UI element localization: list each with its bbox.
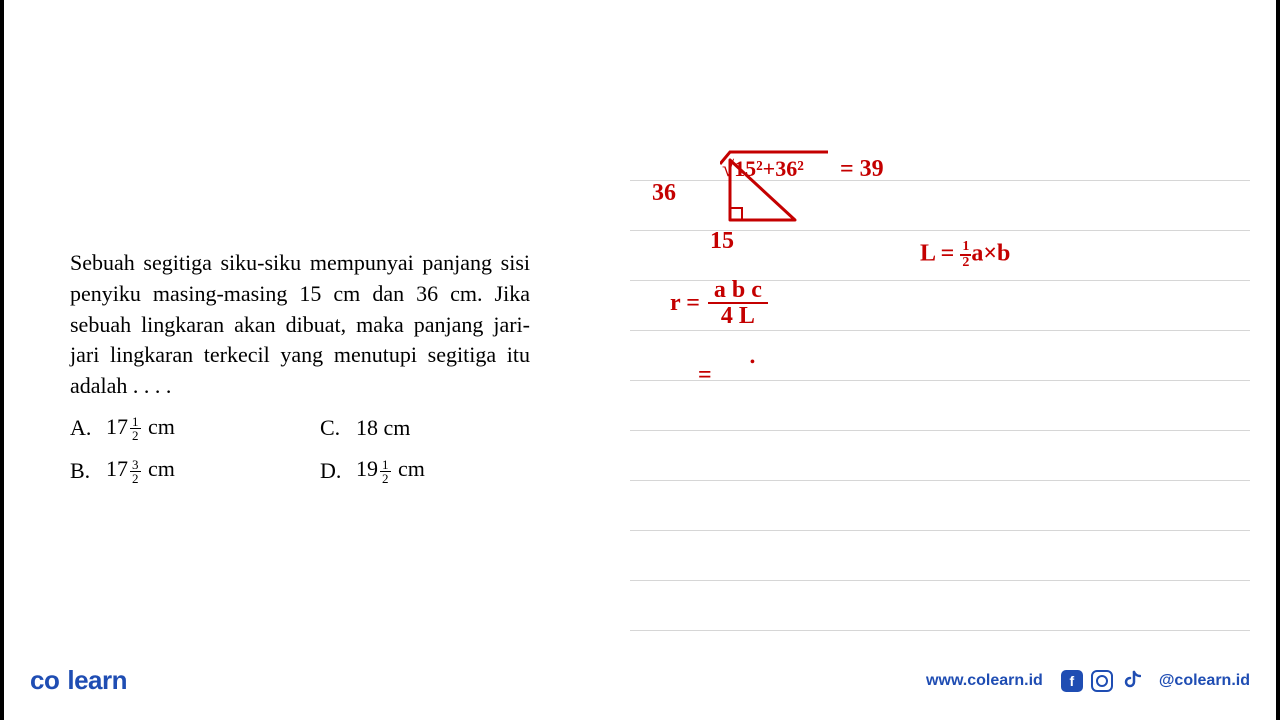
option-d-label: D.	[320, 458, 342, 484]
page-border-left	[0, 0, 4, 720]
ruled-line	[630, 380, 1250, 381]
handwriting-panel: 36 15 √15²+36² = 39 L = 12a×b r = a b c …	[630, 150, 1250, 630]
tiktok-icon	[1121, 670, 1141, 692]
question-panel: Sebuah segitiga siku-siku mempunyai panj…	[70, 248, 530, 485]
footer: colearn www.colearn.id f @colearn.id	[30, 665, 1250, 696]
formula-area: L = 12a×b	[920, 240, 1010, 270]
ruled-line	[630, 580, 1250, 581]
option-c: C. 18 cm	[320, 414, 530, 442]
formula-circumradius: r = a b c 4 L	[670, 278, 768, 328]
ruled-line	[630, 630, 1250, 631]
hyp-expr: √15²+36²	[722, 156, 804, 182]
ruled-line	[630, 430, 1250, 431]
triangle-side-b: 15	[710, 228, 734, 255]
option-d-value: 1912 cm	[356, 456, 425, 484]
footer-url: www.colearn.id	[926, 672, 1043, 690]
dot-mark: •	[750, 355, 755, 371]
option-a-label: A.	[70, 415, 92, 441]
option-b-label: B.	[70, 458, 92, 484]
page-border-right	[1276, 0, 1280, 720]
option-c-label: C.	[320, 415, 342, 441]
ruled-line	[630, 480, 1250, 481]
question-text: Sebuah segitiga siku-siku mempunyai panj…	[70, 248, 530, 402]
brand-logo: colearn	[30, 665, 127, 696]
footer-handle: @colearn.id	[1159, 672, 1250, 690]
social-icons: f	[1061, 670, 1141, 692]
ruled-line	[630, 530, 1250, 531]
option-b-value: 1732 cm	[106, 456, 175, 484]
options-grid: A. 1712 cm C. 18 cm B. 1732 cm D. 1912	[70, 414, 530, 485]
instagram-icon	[1091, 670, 1113, 692]
option-b: B. 1732 cm	[70, 456, 280, 484]
triangle-side-a: 36	[652, 180, 676, 207]
ruled-line	[630, 330, 1250, 331]
facebook-icon: f	[1061, 670, 1083, 692]
hyp-val: = 39	[840, 156, 884, 183]
option-a-value: 1712 cm	[106, 414, 175, 442]
footer-right: www.colearn.id f @colearn.id	[926, 670, 1250, 692]
option-c-value: 18 cm	[356, 415, 410, 441]
option-d: D. 1912 cm	[320, 456, 530, 484]
equals-continued: =	[698, 362, 712, 389]
option-a: A. 1712 cm	[70, 414, 280, 442]
